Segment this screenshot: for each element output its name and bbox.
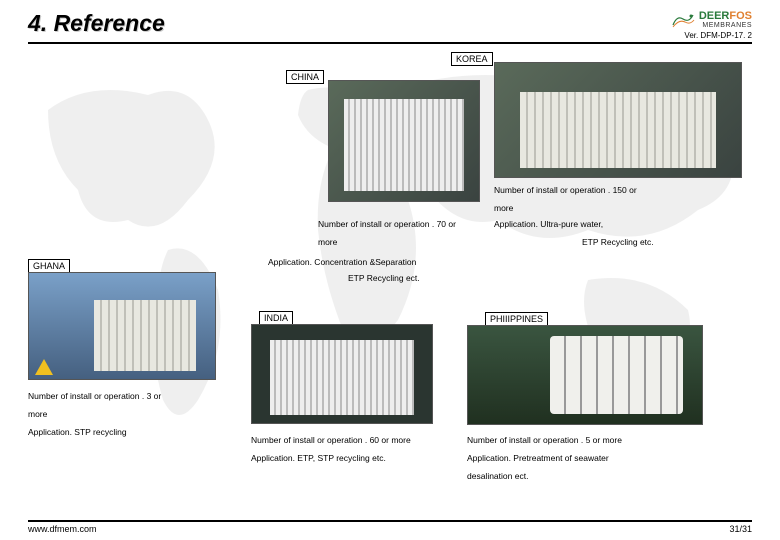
ph-app1: Application. Pretreatment of seawater bbox=[467, 452, 609, 465]
photo-ghana bbox=[28, 272, 216, 380]
korea-app2: ETP Recycling etc. bbox=[582, 236, 654, 249]
china-install: Number of install or operation . 70 or bbox=[318, 218, 456, 231]
photo-india bbox=[251, 324, 433, 424]
logo-subtitle: MEMBRANES bbox=[699, 22, 752, 29]
version-text: Ver. DFM-DP-17. 2 bbox=[671, 31, 752, 40]
label-korea: KOREA bbox=[451, 52, 493, 66]
label-philippines: PHIIIPPINES bbox=[485, 312, 548, 326]
india-install: Number of install or operation . 60 or m… bbox=[251, 434, 411, 447]
china-more: more bbox=[318, 236, 337, 249]
logo-text: DEERFOS MEMBRANES bbox=[699, 10, 752, 29]
india-app: Application. ETP, STP recycling etc. bbox=[251, 452, 386, 465]
slide: 4. Reference DEERFOS MEMBRANES Ver. DFM-… bbox=[0, 0, 780, 540]
china-app2: ETP Recycling ect. bbox=[348, 272, 420, 285]
ghana-more: more bbox=[28, 408, 47, 421]
korea-install: Number of install or operation . 150 or bbox=[494, 184, 637, 197]
ph-app2: desalination ect. bbox=[467, 470, 528, 483]
footer-url: www.dfmem.com bbox=[28, 524, 97, 534]
label-ghana: GHANA bbox=[28, 259, 70, 273]
china-app1: Application. Concentration &Separation bbox=[268, 256, 416, 269]
logo-word-1: DEER bbox=[699, 10, 730, 22]
ghana-app: Application. STP recycling bbox=[28, 426, 127, 439]
page-number: 31/31 bbox=[729, 524, 752, 534]
photo-china bbox=[328, 80, 480, 202]
deerfos-logo-icon bbox=[671, 11, 695, 29]
company-logo: DEERFOS MEMBRANES bbox=[671, 10, 752, 29]
header: 4. Reference DEERFOS MEMBRANES Ver. DFM-… bbox=[28, 10, 752, 44]
label-india: INDIA bbox=[259, 311, 293, 325]
logo-area: DEERFOS MEMBRANES Ver. DFM-DP-17. 2 bbox=[671, 10, 752, 40]
footer: www.dfmem.com 31/31 bbox=[28, 520, 752, 534]
ghana-install: Number of install or operation . 3 or bbox=[28, 390, 161, 403]
map-area: KOREA Number of install or operation . 1… bbox=[28, 50, 752, 478]
photo-korea bbox=[494, 62, 742, 178]
ph-install: Number of install or operation . 5 or mo… bbox=[467, 434, 622, 447]
korea-app1: Application. Ultra-pure water, bbox=[494, 218, 603, 231]
korea-more: more bbox=[494, 202, 513, 215]
page-title: 4. Reference bbox=[28, 10, 165, 37]
photo-philippines bbox=[467, 325, 703, 425]
label-china: CHINA bbox=[286, 70, 324, 84]
logo-word-2: FOS bbox=[729, 10, 752, 22]
